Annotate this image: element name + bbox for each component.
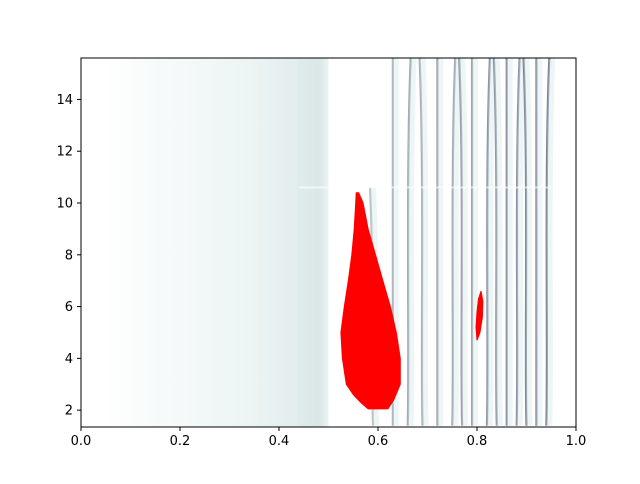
background-band xyxy=(298,58,329,427)
plot-area xyxy=(81,58,576,427)
y-tick-label: 2 xyxy=(65,404,73,419)
streak xyxy=(485,58,491,426)
streak xyxy=(458,58,464,426)
x-axis: 0.0 0.2 0.4 0.6 0.8 1.0 xyxy=(71,427,587,449)
red-region-1 xyxy=(340,192,401,410)
streak-shade xyxy=(452,58,462,426)
streak xyxy=(451,58,457,426)
streak-shade xyxy=(493,58,503,426)
plot-frame xyxy=(80,57,577,428)
x-tick-label: 0.8 xyxy=(467,434,488,449)
streak xyxy=(522,58,528,426)
y-tick-label: 12 xyxy=(56,145,73,160)
streak-shade xyxy=(459,58,469,426)
y-tick-label: 6 xyxy=(65,300,73,315)
streak-shade xyxy=(419,58,429,426)
x-tick-label: 0.0 xyxy=(71,434,92,449)
x-tick-label: 0.6 xyxy=(368,434,389,449)
band-edge xyxy=(298,186,552,189)
x-tick-label: 0.2 xyxy=(170,434,191,449)
streak xyxy=(545,58,551,426)
x-tick-label: 1.0 xyxy=(566,434,587,449)
streak xyxy=(492,58,498,426)
streak-shade xyxy=(407,58,417,426)
y-tick-label: 14 xyxy=(56,93,73,108)
y-tick-label: 8 xyxy=(65,248,73,263)
x-tick-label: 0.4 xyxy=(269,434,290,449)
streak-shade xyxy=(516,58,526,426)
y-tick-label: 4 xyxy=(65,352,73,367)
streak-shade xyxy=(546,58,556,426)
streak xyxy=(515,58,521,426)
streak-shade xyxy=(486,58,496,426)
red-region-2 xyxy=(475,290,484,341)
streak-shade xyxy=(523,58,533,426)
y-axis: 2 4 6 8 10 12 14 xyxy=(56,93,81,419)
streak xyxy=(406,58,412,426)
streak xyxy=(418,58,424,426)
y-tick-label: 10 xyxy=(56,197,73,212)
